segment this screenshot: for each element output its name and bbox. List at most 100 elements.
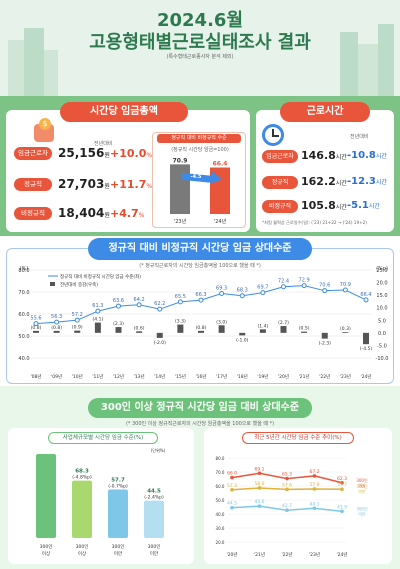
x-tick-label: '10년 bbox=[72, 373, 83, 380]
y-left-tick: 60.0 bbox=[18, 312, 29, 318]
building-decoration bbox=[24, 28, 44, 96]
hours-change-unit: 시간 bbox=[375, 153, 387, 160]
y-left-tick: 40.0 bbox=[18, 356, 29, 362]
building-decoration bbox=[358, 44, 378, 96]
change-bar bbox=[259, 329, 266, 333]
ratio-point-label: 70.6 bbox=[319, 283, 330, 289]
mini-chart-subtitle: (정규직 시간당 임금=100) bbox=[171, 147, 229, 153]
mini-bar bbox=[170, 164, 190, 214]
ratio-point-label: 63.6 bbox=[113, 298, 124, 304]
x-tick-label: '20년 bbox=[226, 551, 237, 558]
y-right-tick: 0.0 bbox=[378, 331, 386, 337]
mini-arrow-head bbox=[212, 171, 222, 183]
x-tick-label: '23년 bbox=[340, 373, 351, 380]
change-bar bbox=[218, 325, 225, 333]
ratio-point-label: 66.4 bbox=[360, 292, 371, 298]
wage-row-label: 비정규직 bbox=[14, 207, 52, 220]
legend-bar-swatch bbox=[50, 282, 55, 286]
change-bar bbox=[363, 332, 369, 345]
wage-unit: 원 bbox=[104, 183, 110, 190]
trend-point bbox=[230, 475, 234, 480]
series-legend: 미만 bbox=[358, 488, 366, 494]
hours-row-label: 임금근로자 bbox=[262, 150, 298, 163]
firm-bar-cat: 이상 bbox=[42, 550, 50, 557]
change-bar-label: (0.9) bbox=[72, 325, 83, 331]
change-bar bbox=[342, 332, 349, 333]
change-bar-label: (4.1) bbox=[93, 317, 104, 323]
hours-row-value: 162.2시간 bbox=[301, 175, 347, 188]
ratio-point-label: 69.7 bbox=[257, 285, 268, 291]
hours-footnote: *처럼 월력상 근로일수(일): ('23) 21+22 → ('24) 19+… bbox=[262, 220, 367, 225]
change-bar bbox=[177, 324, 184, 333]
ratio-point-label: 62.2 bbox=[154, 301, 165, 307]
y-tick: 20.0 bbox=[216, 540, 225, 545]
change-bar-label: (-1.0) bbox=[236, 337, 249, 343]
firm-bar-cat: 300인 bbox=[40, 543, 53, 550]
change-bar-label: (-2.3) bbox=[319, 341, 332, 347]
trend-point bbox=[257, 471, 262, 476]
change-bar-label: (0.8) bbox=[196, 325, 207, 331]
firm-right-title: 최근 5년간 시간당 임금 수준 추이(%) bbox=[242, 432, 354, 444]
trend-point-label: 57.6 bbox=[282, 482, 292, 488]
hours-unit: 시간 bbox=[335, 180, 347, 187]
firm-left-title: 사업체규모별 시간당 임금 수준(%) bbox=[48, 432, 158, 444]
x-tick-label: '15년 bbox=[175, 373, 186, 380]
x-tick-label: '18년 bbox=[237, 373, 248, 380]
ratio-point-label: 64.2 bbox=[134, 297, 145, 303]
change-bar bbox=[136, 331, 143, 333]
yoy-label-hours: 전년대비 bbox=[350, 134, 369, 140]
y-right-tick: 10.0 bbox=[376, 306, 387, 312]
x-tick-label: '20년 bbox=[278, 373, 289, 380]
y-tick: 30.0 bbox=[216, 526, 225, 531]
x-tick-label: '24년 bbox=[336, 551, 347, 558]
mini-delta: -4.5 bbox=[191, 174, 202, 180]
wage-unit: 원 bbox=[104, 152, 110, 159]
change-bar bbox=[115, 327, 122, 333]
change-bar-label: (0.8) bbox=[51, 325, 62, 331]
change-bar bbox=[280, 326, 287, 333]
trend-point bbox=[312, 506, 317, 511]
x-tick-label: '17년 bbox=[216, 373, 227, 380]
trend-point-label: 57.9 bbox=[309, 482, 319, 488]
change-bar bbox=[94, 322, 101, 333]
wage-row-value: 18,404원 bbox=[58, 206, 110, 220]
firm-bar-cat: 미만 bbox=[150, 550, 158, 557]
y-unit-left: (%) bbox=[20, 266, 29, 272]
x-tick-label: '21년 bbox=[299, 373, 310, 380]
page-title: 고용형태별근로실태조사 결과 bbox=[89, 32, 311, 53]
change-bar-label: (-2.0) bbox=[154, 340, 167, 346]
trend-point-label: 44.5 bbox=[227, 501, 237, 507]
series-legend: 미만 bbox=[358, 510, 366, 516]
ratio-point-label: 70.9 bbox=[340, 282, 351, 288]
y-left-tick: 80.0 bbox=[18, 268, 29, 274]
ratio-point bbox=[74, 317, 80, 323]
building-decoration bbox=[378, 24, 394, 96]
y-tick: 80.0 bbox=[216, 456, 225, 461]
wage-pct: % bbox=[138, 212, 145, 219]
clock-icon bbox=[262, 124, 284, 146]
x-tick-label: '14년 bbox=[154, 373, 165, 380]
ratio-point-label: 66.3 bbox=[195, 292, 206, 298]
hours-change-unit: 시간 bbox=[375, 179, 387, 186]
firm-bar-chart: (단위%)100.0300인이상68.3(-4.8%p)300인이상57.7(-… bbox=[36, 446, 166, 557]
ratio-point-label: 57.2 bbox=[72, 312, 83, 318]
firm-bar bbox=[36, 454, 56, 538]
ratio-combo-chart: 40.0 50.0 60.0 70.0 80.0 -10.0 -5.0 0.0 5.0 10.0 1… bbox=[18, 266, 388, 380]
wage-row-value: 27,703원 bbox=[58, 177, 110, 191]
firm-bar-change: (-2.4%p) bbox=[144, 495, 164, 501]
change-bar bbox=[239, 332, 246, 336]
trend-point-label: 67.2 bbox=[309, 469, 319, 475]
y-right-tick: 25.0 bbox=[376, 268, 387, 274]
mini-bar-chart: 70.9 '23년 66.4 '24년 -4.5 bbox=[170, 157, 230, 225]
ratio-point bbox=[177, 299, 183, 305]
x-tick-label: '08년 bbox=[30, 373, 41, 380]
ratio-point bbox=[239, 293, 245, 299]
hours-row-change: -12.3시간 bbox=[347, 176, 387, 187]
ratio-note: (* 정규직근로자의 시간당 임금총액을 100으로 했을 때 *) bbox=[139, 263, 261, 269]
building-decoration bbox=[44, 50, 58, 96]
x-tick-label: '22년 bbox=[281, 551, 292, 558]
wage-row-label: 임금근로자 bbox=[14, 147, 52, 160]
y-tick: 40.0 bbox=[216, 512, 225, 517]
ratio-point bbox=[219, 291, 225, 297]
trend-point-label: 65.3 bbox=[282, 472, 292, 478]
